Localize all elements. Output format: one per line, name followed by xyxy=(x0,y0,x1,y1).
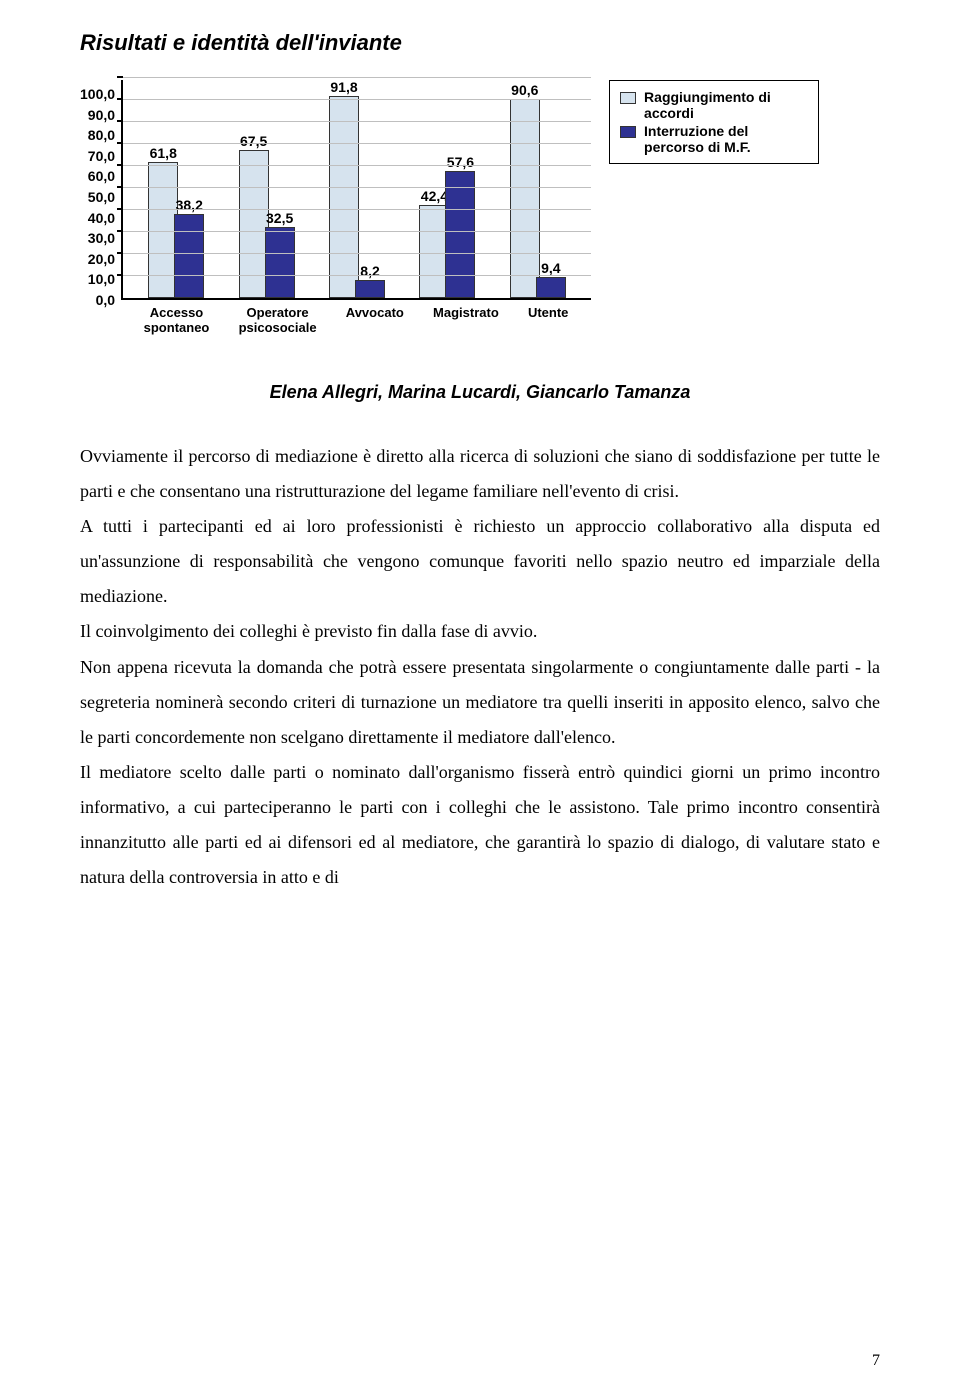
y-tick-label: 50,0 xyxy=(88,190,115,204)
gridline xyxy=(123,77,591,78)
chart-title: Risultati e identità dell'inviante xyxy=(80,30,880,56)
bar-value-label: 32,5 xyxy=(266,210,293,226)
legend-swatch-b xyxy=(620,126,636,138)
bar-group: 90,69,4 xyxy=(510,99,566,298)
gridline xyxy=(123,275,591,276)
paragraph: Non appena ricevuta la domanda che potrà… xyxy=(80,650,880,755)
bar-series-b: 38,2 xyxy=(174,214,204,298)
gridline xyxy=(123,99,591,100)
bar-value-label: 9,4 xyxy=(541,260,560,276)
bar-value-label: 67,5 xyxy=(240,133,267,149)
chart-plot: 61,838,267,532,591,88,242,457,690,69,4 xyxy=(121,80,591,300)
gridline xyxy=(123,209,591,210)
legend-item: Interruzione del percorso di M.F. xyxy=(620,123,808,155)
bar-series-a: 91,8 xyxy=(329,96,359,298)
bar-group: 42,457,6 xyxy=(419,171,475,298)
y-tick-label: 0,0 xyxy=(96,293,115,307)
x-axis-labels: Accessospontaneo Operatorepsicosociale Avv… xyxy=(121,300,591,336)
paragraph: Il coinvolgimento dei colleghi è previst… xyxy=(80,614,880,649)
x-tick-label: Utente xyxy=(528,306,568,336)
chart-legend: Raggiungimento di accordi Interruzione d… xyxy=(609,80,819,164)
bar-value-label: 8,2 xyxy=(360,263,379,279)
y-tick-label: 20,0 xyxy=(88,252,115,266)
paragraph: A tutti i partecipanti ed ai loro profes… xyxy=(80,509,880,614)
y-tick-label: 10,0 xyxy=(88,272,115,286)
bar-value-label: 57,6 xyxy=(447,154,474,170)
chart-container: 100,0 90,0 80,0 70,0 60,0 50,0 40,0 30,0 20,0 10,… xyxy=(80,80,880,350)
x-tick-label: Operatorepsicosociale xyxy=(239,306,317,336)
x-tick-label: Avvocato xyxy=(346,306,404,336)
gridline xyxy=(123,165,591,166)
bar-series-a: 90,6 xyxy=(510,99,540,298)
y-axis: 100,0 90,0 80,0 70,0 60,0 50,0 40,0 30,0 20,0 10,… xyxy=(80,80,121,300)
legend-swatch-a xyxy=(620,92,636,104)
y-tick-label: 80,0 xyxy=(88,128,115,142)
gridline xyxy=(123,121,591,122)
gridline xyxy=(123,253,591,254)
x-tick-label: Magistrato xyxy=(433,306,499,336)
bar-series-b: 32,5 xyxy=(265,227,295,299)
legend-label-a: Raggiungimento di accordi xyxy=(644,89,808,121)
y-tick-label: 30,0 xyxy=(88,231,115,245)
gridline xyxy=(123,143,591,144)
gridline xyxy=(123,187,591,188)
y-tick-label: 40,0 xyxy=(88,211,115,225)
bar-value-label: 91,8 xyxy=(330,79,357,95)
bar-value-label: 38,2 xyxy=(176,197,203,213)
paragraph: Il mediatore scelto dalle parti o nomina… xyxy=(80,755,880,895)
legend-item: Raggiungimento di accordi xyxy=(620,89,808,121)
y-tick-label: 90,0 xyxy=(88,108,115,122)
y-tick-label: 60,0 xyxy=(88,169,115,183)
bar-group: 91,88,2 xyxy=(329,96,385,298)
chart-area: 100,0 90,0 80,0 70,0 60,0 50,0 40,0 30,0 20,0 10,… xyxy=(80,80,591,350)
page-number: 7 xyxy=(872,1352,880,1370)
bar-series-b: 9,4 xyxy=(536,277,566,298)
y-tick-label: 70,0 xyxy=(88,149,115,163)
legend-label-b: Interruzione del percorso di M.F. xyxy=(644,123,808,155)
y-tick-label: 100,0 xyxy=(80,87,115,101)
gridline xyxy=(123,231,591,232)
bar-value-label: 42,4 xyxy=(421,188,448,204)
bar-value-label: 61,8 xyxy=(150,145,177,161)
bar-series-b: 57,6 xyxy=(445,171,475,298)
x-tick-label: Accessospontaneo xyxy=(144,306,210,336)
bar-value-label: 90,6 xyxy=(511,82,538,98)
chart-caption: Elena Allegri, Marina Lucardi, Giancarlo… xyxy=(80,382,880,403)
bar-series-b: 8,2 xyxy=(355,280,385,298)
paragraph: Ovviamente il percorso di mediazione è d… xyxy=(80,439,880,509)
body-text: Ovviamente il percorso di mediazione è d… xyxy=(80,439,880,895)
